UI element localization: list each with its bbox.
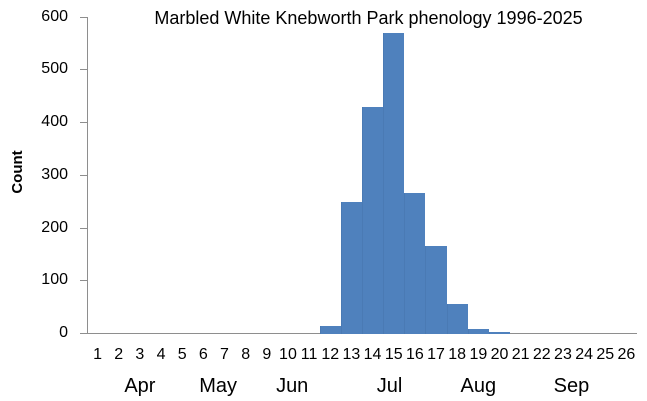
- x-week-number-11: 11: [300, 346, 318, 363]
- x-week-number-25: 25: [596, 346, 615, 363]
- bar-week-14: [362, 107, 384, 334]
- chart-title: Marbled White Knebworth Park phenology 1…: [154, 8, 583, 28]
- bar-week-18: [446, 303, 468, 334]
- x-week-number-1: 1: [93, 346, 103, 363]
- bar-week-15: [383, 33, 405, 334]
- month-label-may: May: [199, 375, 238, 397]
- y-tick-mark-400: [80, 122, 87, 123]
- x-week-number-19: 19: [469, 346, 488, 363]
- bar-week-12: [319, 326, 341, 334]
- x-week-number-18: 18: [448, 346, 467, 363]
- x-week-number-23: 23: [554, 346, 572, 363]
- x-week-number-6: 6: [198, 346, 208, 363]
- x-week-number-15: 15: [384, 346, 403, 363]
- x-week-number-21: 21: [511, 346, 530, 363]
- x-week-number-5: 5: [177, 346, 187, 363]
- x-week-number-20: 20: [490, 346, 509, 363]
- y-tick-label-0: 0: [59, 324, 68, 341]
- x-week-number-3: 3: [135, 346, 145, 363]
- y-tick-label-200: 200: [41, 218, 68, 236]
- month-label-aug: Aug: [460, 375, 497, 397]
- x-week-number-4: 4: [156, 346, 166, 363]
- y-tick-label-600: 600: [41, 7, 68, 25]
- bar-week-13: [340, 202, 362, 334]
- x-week-number-26: 26: [617, 346, 636, 363]
- y-tick-mark-300: [80, 174, 87, 176]
- x-week-number-14: 14: [363, 346, 382, 363]
- month-label-jun: Jun: [276, 375, 309, 397]
- y-tick-mark-200: [80, 227, 87, 229]
- x-week-number-7: 7: [220, 346, 229, 363]
- month-label-sep: Sep: [553, 375, 590, 397]
- y-tick-label-300: 300: [41, 165, 68, 183]
- x-week-number-8: 8: [241, 346, 251, 363]
- x-week-number-22: 22: [532, 346, 551, 363]
- x-week-number-10: 10: [279, 346, 297, 363]
- y-tick-mark-100: [80, 280, 87, 282]
- bar-week-20: [488, 332, 511, 334]
- x-week-number-12: 12: [321, 346, 340, 363]
- y-tick-mark-500: [80, 69, 87, 71]
- y-tick-mark-0: [80, 333, 87, 334]
- x-week-number-24: 24: [575, 346, 593, 363]
- y-axis-line: [87, 17, 88, 334]
- x-week-number-13: 13: [342, 346, 361, 363]
- bar-week-17: [425, 245, 447, 334]
- y-tick-label-400: 400: [41, 113, 68, 130]
- bar-week-19: [467, 328, 489, 334]
- month-label-jul: Jul: [376, 375, 403, 397]
- month-label-apr: Apr: [124, 375, 156, 397]
- y-tick-mark-600: [80, 16, 87, 18]
- y-tick-label-500: 500: [41, 60, 68, 78]
- x-week-number-9: 9: [262, 346, 272, 363]
- x-week-number-17: 17: [427, 346, 445, 363]
- y-tick-label-100: 100: [41, 271, 68, 289]
- x-week-number-16: 16: [405, 346, 424, 363]
- x-week-number-2: 2: [114, 346, 124, 363]
- bar-week-16: [404, 192, 426, 334]
